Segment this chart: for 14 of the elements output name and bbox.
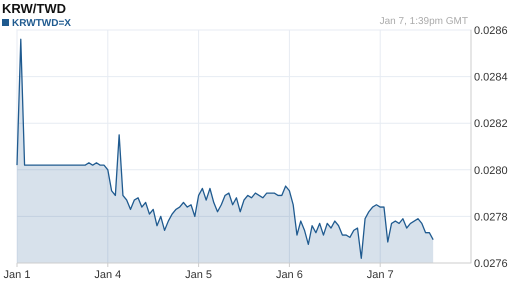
chart-title: KRW/TWD	[2, 1, 66, 16]
text: Jan 7, 1:39pm GMT	[380, 16, 468, 27]
x-tick-label: Jan 5	[185, 269, 212, 281]
x-tick-label: Jan 7	[366, 269, 394, 281]
y-tick-label: 0.0280	[474, 164, 508, 177]
y-tick-label: 0.0276	[474, 258, 508, 270]
x-tick-label: Jan 6	[276, 269, 303, 281]
y-tick-label: 0.0286	[474, 25, 508, 37]
x-tick-label: Jan 4	[94, 269, 122, 281]
y-tick-label: 0.0284	[474, 72, 508, 84]
legend-label: KRWTWD=X	[12, 18, 72, 29]
y-tick-label: 0.0278	[474, 211, 508, 224]
y-tick-label: 0.0282	[474, 118, 508, 130]
x-tick-label: Jan 1	[4, 269, 30, 281]
